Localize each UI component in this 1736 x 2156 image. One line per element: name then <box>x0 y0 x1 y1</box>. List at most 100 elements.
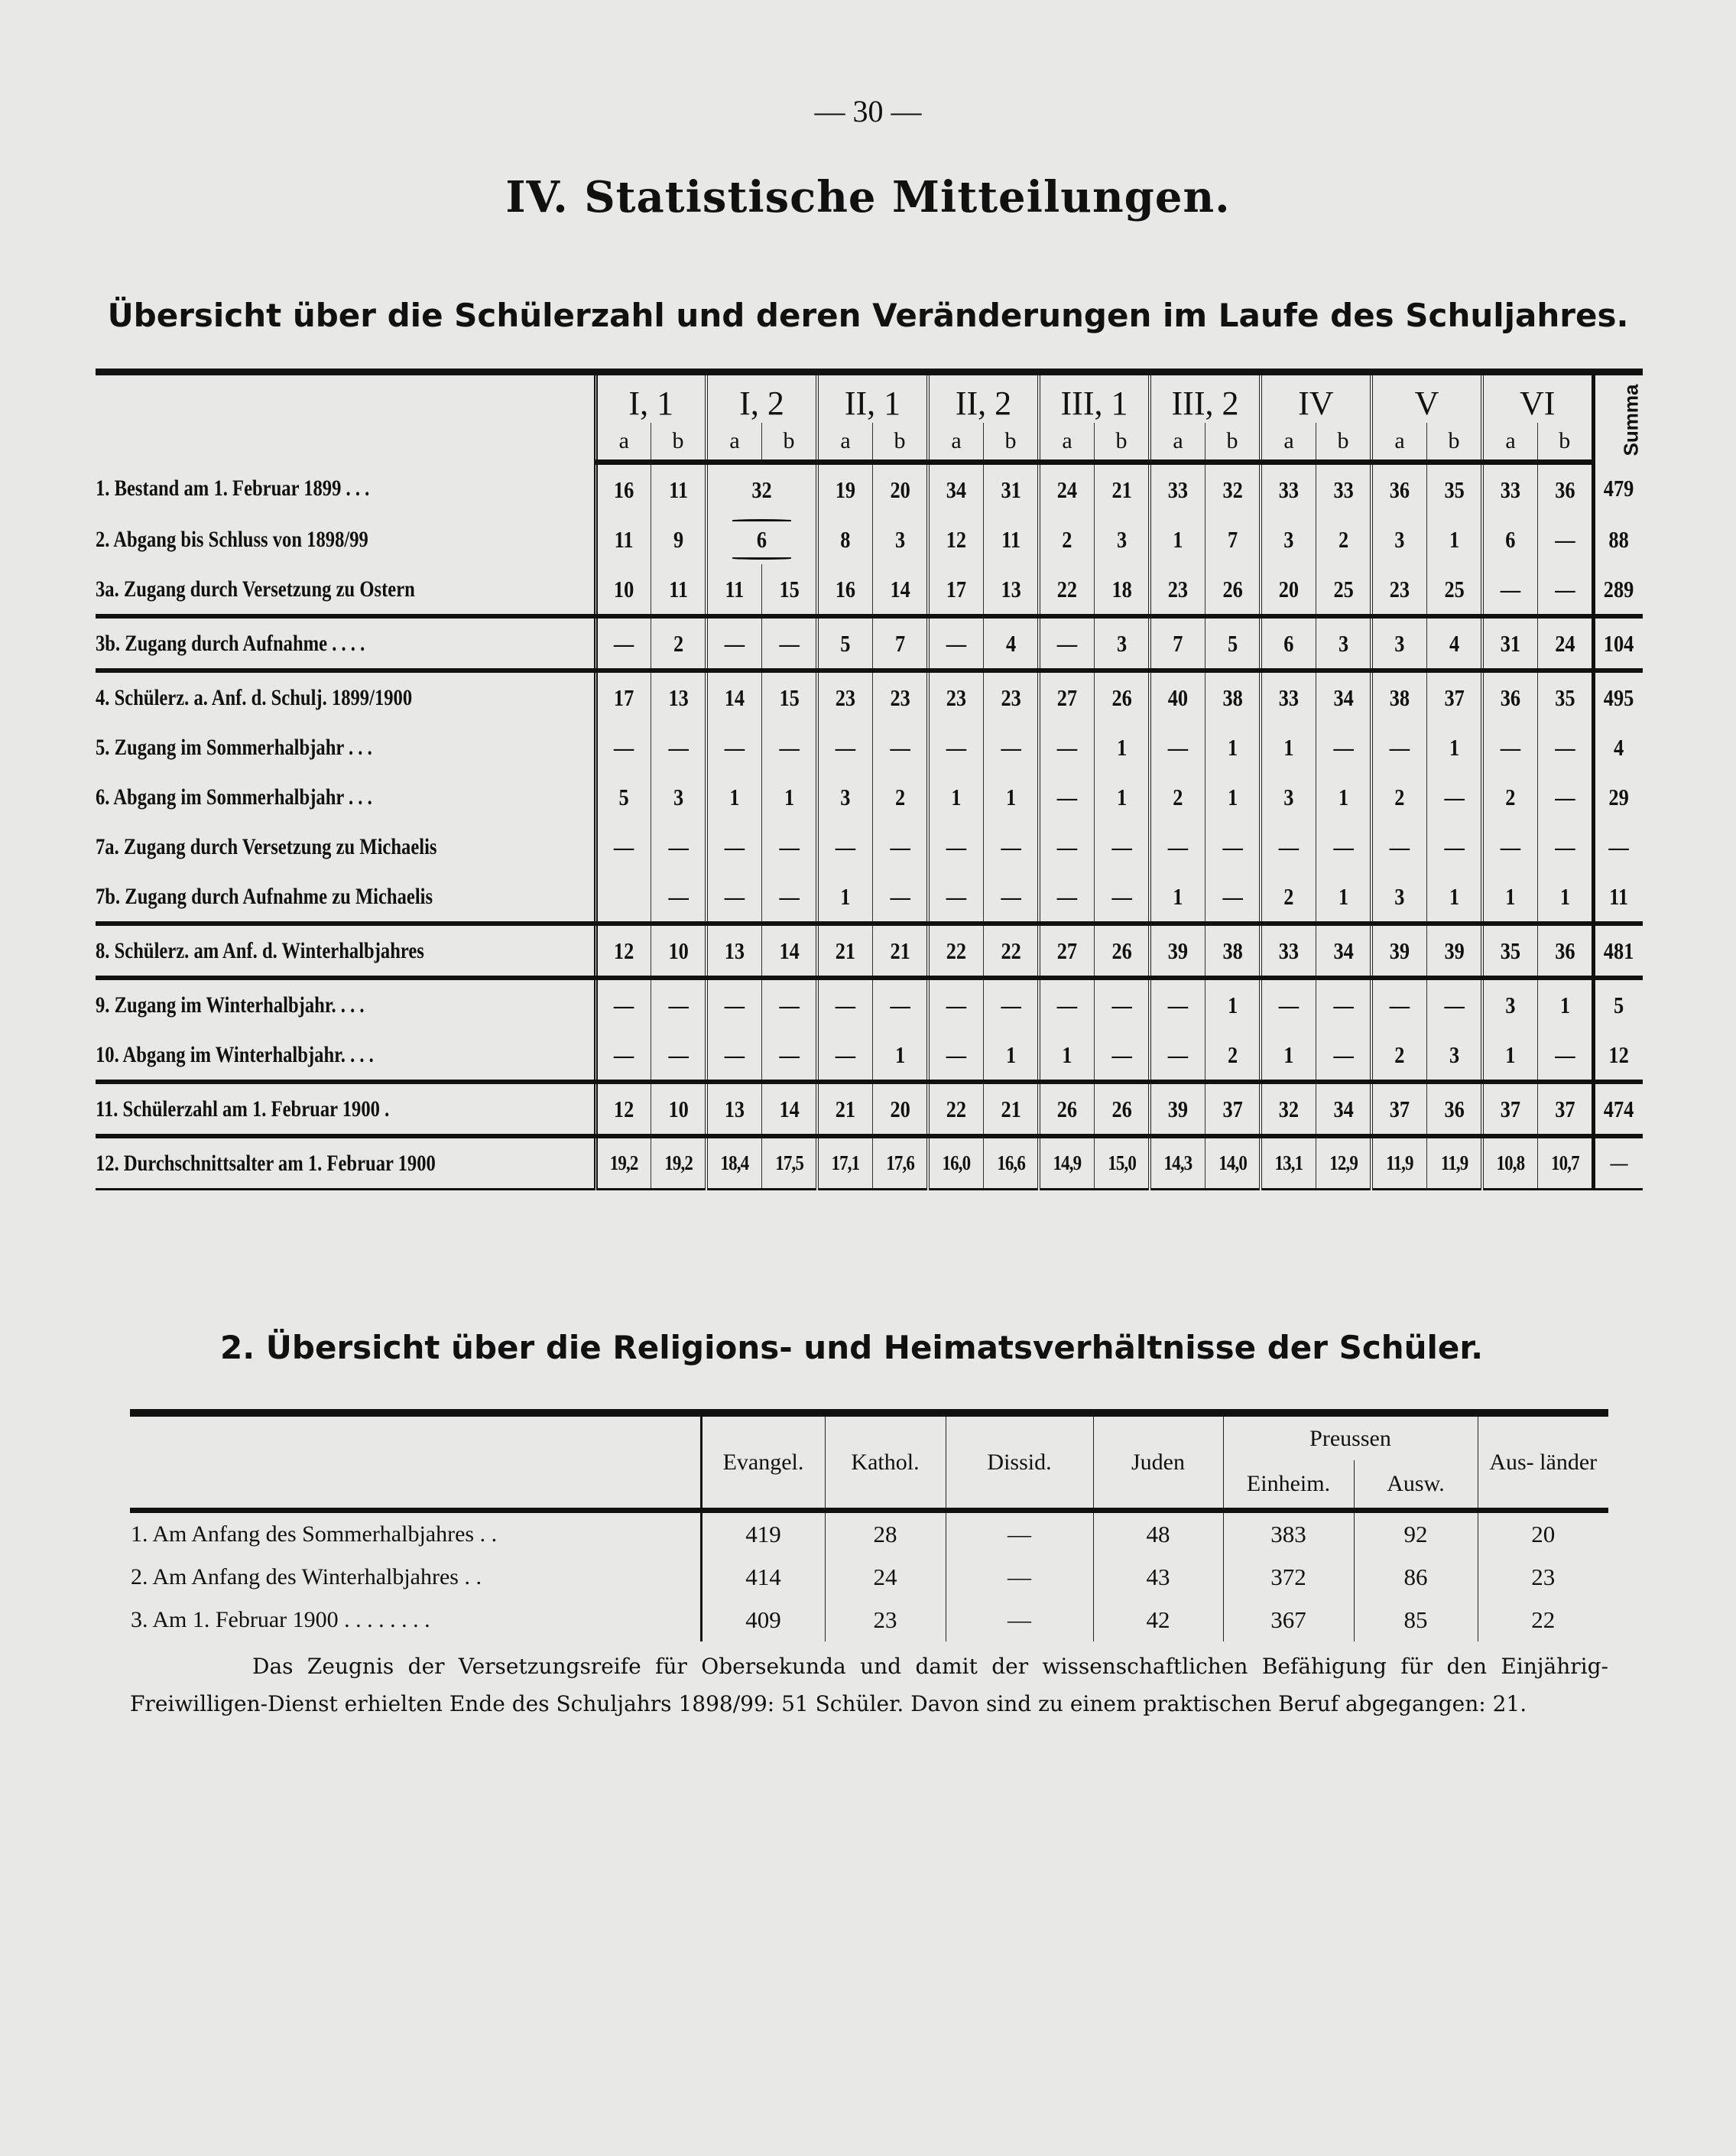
table-row: 12. Durchschnittsalter am 1. Februar 190… <box>96 1136 1643 1190</box>
table-cell: 11,9 <box>1430 1136 1480 1190</box>
table-row: 1. Bestand am 1. Februar 1899 . . . 16 11 3… <box>96 462 1643 515</box>
subclass-header: a <box>1482 423 1538 465</box>
table-cell: — <box>1043 822 1091 872</box>
table-cell: 6 <box>714 515 810 564</box>
table-cell: — <box>599 616 647 673</box>
table-cell: — <box>1043 616 1091 673</box>
table-row: 11. Schülerzahl am 1. Februar 1900 . 12 10… <box>96 1082 1643 1138</box>
table-cell: 36 <box>1541 924 1591 980</box>
table-cell: 26 <box>1043 1082 1091 1138</box>
table-cell: 3 <box>1430 1030 1480 1084</box>
table-cell: — <box>821 978 869 1030</box>
table-cell: — <box>876 872 926 926</box>
table-cell: — <box>1098 872 1147 926</box>
table-cell: — <box>654 978 704 1030</box>
table-cell: — <box>987 978 1037 1030</box>
class-header: III, 2 <box>1150 372 1262 423</box>
table-cell: — <box>946 1599 1094 1641</box>
table-cell: 3 <box>1375 515 1423 564</box>
table-cell <box>599 872 647 926</box>
table-cell: — <box>654 822 704 872</box>
subclass-header: a <box>1150 423 1205 465</box>
subclass-header: b <box>651 423 708 465</box>
page-number: — 30 — <box>814 94 922 128</box>
table-cell: 14,3 <box>1154 1136 1202 1190</box>
summa-cell: 495 <box>1595 671 1640 722</box>
table-cell: 2 <box>1264 872 1313 926</box>
subclass-header: b <box>761 423 819 465</box>
table-cell: 1 <box>1541 978 1591 1030</box>
table-cell: — <box>765 872 815 926</box>
header-auslaender: Aus- länder <box>1478 1413 1608 1513</box>
table-cell: — <box>599 722 647 772</box>
table-cell: 24 <box>1541 616 1591 673</box>
table-cell: 7 <box>1154 616 1202 673</box>
table-cell: 32 <box>1264 1082 1313 1138</box>
table-cell: — <box>1430 772 1480 822</box>
class-header: I, 2 <box>706 372 819 423</box>
table-cell: 39 <box>1154 1082 1202 1138</box>
table-cell: 35 <box>1430 462 1480 515</box>
header-dissid: Dissid. <box>946 1413 1094 1513</box>
table-cell: — <box>946 1510 1094 1556</box>
row-label: 11. Schülerzahl am 1. Februar 1900 . <box>96 1082 598 1138</box>
table-cell: — <box>1375 722 1423 772</box>
table-row: 2. Am Anfang des Winterhalbjahres . . 414… <box>130 1556 1608 1599</box>
table-cell: 12 <box>599 924 647 980</box>
row-label-text: 3b. Zugang durch Aufnahme . . . . <box>96 630 365 656</box>
table-cell: 1 <box>1209 978 1258 1030</box>
table-cell: 1 <box>1486 872 1534 926</box>
row-label: 3a. Zugang durch Versetzung zu Ostern <box>96 564 598 619</box>
table-cell: 14 <box>765 1082 815 1138</box>
table-cell: 10,8 <box>1486 1136 1534 1190</box>
table-cell: 33 <box>1486 462 1534 515</box>
table-cell: 383 <box>1223 1510 1355 1556</box>
table-cell: 17,6 <box>876 1136 926 1190</box>
table-cell: — <box>765 722 815 772</box>
summa-cell: 479 <box>1595 462 1640 515</box>
row-label: 4. Schülerz. a. Anf. d. Schulj. 1899/190… <box>96 671 598 722</box>
table-cell: 33 <box>1154 462 1202 515</box>
summa-cell: — <box>1595 1136 1640 1190</box>
table-cell: 1 <box>932 772 980 822</box>
table-cell: 20 <box>876 1082 926 1138</box>
table-cell: — <box>1154 1030 1202 1084</box>
subclass-header: a <box>706 423 762 465</box>
table-row: 1. Am Anfang des Sommerhalbjahres . . 419… <box>130 1510 1608 1556</box>
row-label-text: 1. Bestand am 1. Februar 1899 . . . <box>96 475 370 501</box>
summa-cell: 29 <box>1595 772 1640 822</box>
table-cell: — <box>1486 564 1534 619</box>
table-cell: 37 <box>1375 1082 1423 1138</box>
summa-cell: 5 <box>1595 978 1640 1030</box>
table-cell: 18,4 <box>710 1136 758 1190</box>
table-cell: 2 <box>1375 772 1423 822</box>
table-cell: 33 <box>1264 671 1313 722</box>
table-cell: — <box>1541 1030 1591 1084</box>
table-cell: — <box>765 1030 815 1084</box>
table-cell: 23 <box>932 671 980 722</box>
table-cell: 12 <box>599 1082 647 1138</box>
table-row: 5. Zugang im Sommerhalbjahr . . . — — — — — — —… <box>96 722 1643 772</box>
summa-cell: — <box>1595 822 1640 872</box>
table-cell: 31 <box>1486 616 1534 673</box>
table-cell: — <box>1375 822 1423 872</box>
table-cell: 32 <box>1209 462 1258 515</box>
table-cell: 3 <box>1375 616 1423 673</box>
subclass-header: a <box>1371 423 1427 465</box>
table-cell: 23 <box>1154 564 1202 619</box>
table-cell: 3 <box>1264 772 1313 822</box>
table-cell: 21 <box>821 924 869 980</box>
class-header: II, 1 <box>817 372 930 423</box>
table-cell: 21 <box>821 1082 869 1138</box>
table-cell: 14 <box>876 564 926 619</box>
table-cell: 33 <box>1264 462 1313 515</box>
row-label: 3b. Zugang durch Aufnahme . . . . <box>96 616 598 673</box>
table-cell: 39 <box>1154 924 1202 980</box>
table-cell: — <box>1098 1030 1147 1084</box>
table-row: 9. Zugang im Winterhalbjahr. . . . — — — — — —… <box>96 978 1643 1030</box>
table-cell: 26 <box>1098 671 1147 722</box>
table-cell: 14 <box>765 924 815 980</box>
table-cell: — <box>1209 872 1258 926</box>
table-cell: 37 <box>1541 1082 1591 1138</box>
